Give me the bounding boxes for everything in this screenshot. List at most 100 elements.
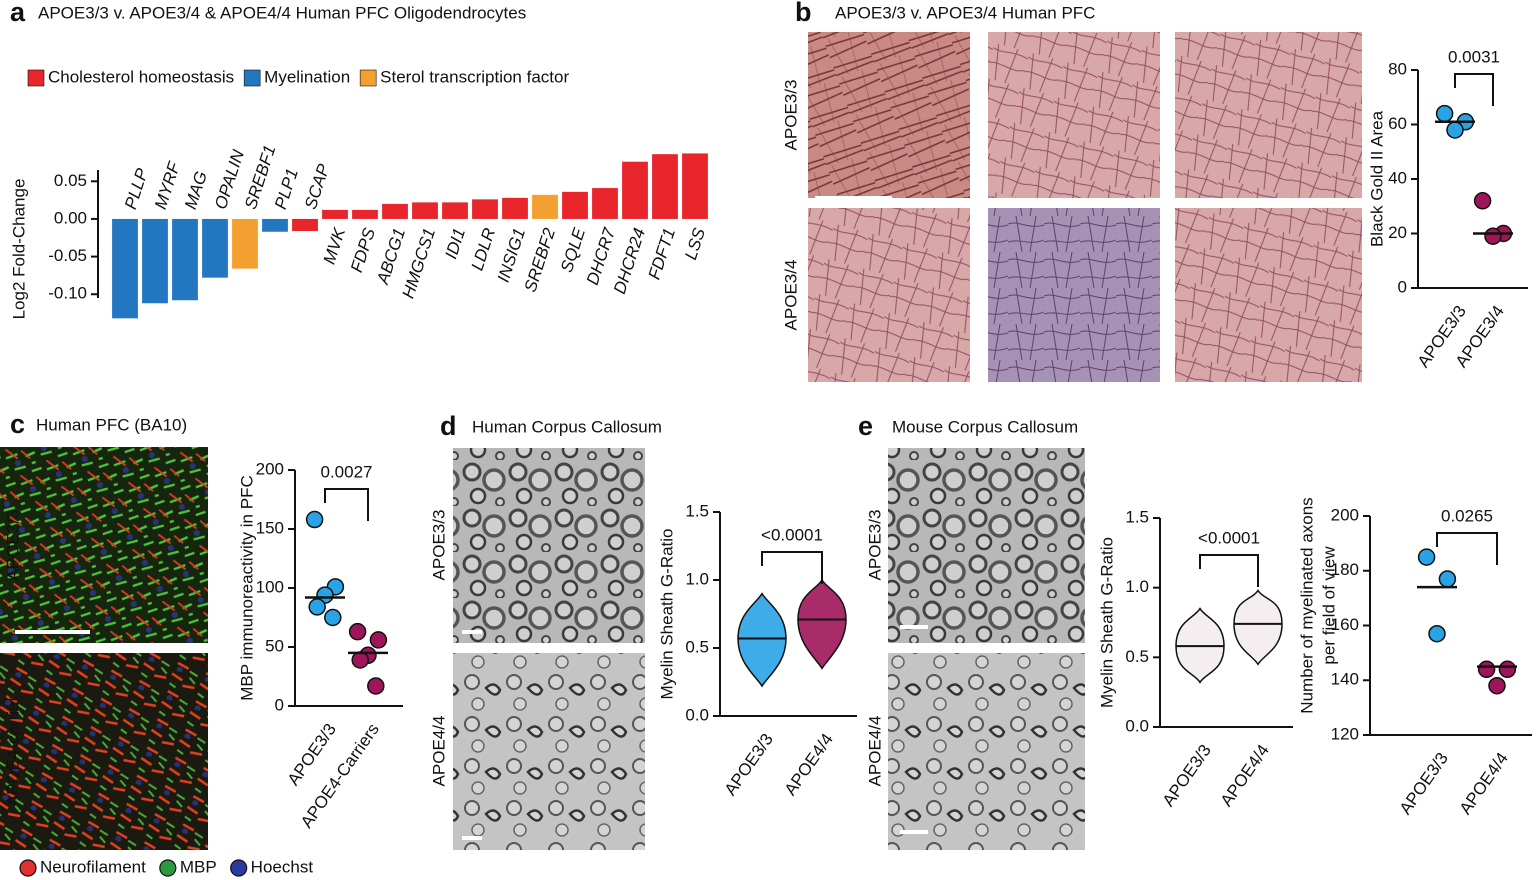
data-point [367, 677, 385, 695]
micrograph [0, 447, 208, 643]
data-point [1438, 570, 1457, 588]
x-tick-label: MVK [320, 225, 350, 267]
data-point [1473, 192, 1492, 210]
image-row-label: APOE3/3 [3, 510, 22, 581]
p-value: 0.0031 [1448, 47, 1500, 66]
significance-bracket [761, 551, 823, 584]
y-axis-label: Number of myelinated axons [1297, 497, 1316, 713]
violin [737, 592, 787, 688]
data-point [1488, 676, 1506, 695]
panel-title: Human Corpus Callosum [472, 417, 662, 436]
bar [472, 199, 498, 219]
y-tick-label: 200 [1331, 505, 1359, 524]
bar [592, 188, 618, 219]
data-point [351, 651, 369, 669]
bar [352, 209, 378, 219]
micrograph [988, 208, 1160, 382]
p-value: 0.0265 [1441, 506, 1493, 525]
micrograph [453, 448, 645, 643]
x-tick-label: IDI1 [441, 226, 469, 262]
x-tick-label: MYRF [151, 158, 184, 211]
bar [682, 153, 708, 219]
y-tick-label: 0.5 [1125, 647, 1149, 666]
micrograph [453, 653, 645, 850]
micrograph [808, 32, 970, 198]
x-tick-label: APOE3/3 [1159, 741, 1215, 810]
y-tick-label: 1.0 [1125, 577, 1149, 596]
bar [262, 218, 288, 232]
y-tick-label: 200 [256, 459, 284, 478]
image-row-label: APOE3/4 [781, 260, 800, 331]
panel-title: APOE3/3 v. APOE3/4 Human PFC [835, 3, 1095, 22]
image-row-label: APOE3/3 [865, 510, 884, 581]
y-tick-label: 0.0 [1125, 716, 1149, 735]
x-tick-label: SCAP [301, 161, 334, 212]
y-tick-label: 60 [1388, 114, 1407, 133]
y-tick-label: 40 [1388, 168, 1407, 187]
legend-swatch [27, 69, 45, 87]
panel-label: d [440, 411, 457, 441]
violin [1233, 588, 1283, 666]
bar [442, 202, 468, 219]
micrograph [888, 653, 1085, 850]
data-point [1446, 121, 1464, 139]
data-point [305, 510, 324, 529]
data-point [324, 608, 342, 627]
legend-label: MBP [180, 857, 217, 876]
y-tick-label: 0 [1398, 277, 1407, 296]
x-tick-label: SQLE [557, 225, 589, 275]
data-point [1498, 660, 1517, 679]
x-tick-label: FDPS [347, 225, 379, 275]
bar [202, 218, 228, 278]
y-tick-label: 140 [1331, 670, 1359, 689]
y-tick-label: 120 [1331, 724, 1359, 743]
micrograph [888, 448, 1085, 643]
y-tick-label: 150 [256, 518, 284, 537]
data-point [369, 631, 388, 649]
y-tick-label: 0 [275, 695, 284, 714]
bar [532, 194, 558, 219]
legend-label: Hoechst [251, 857, 314, 876]
panel-label: e [858, 411, 873, 441]
bar [562, 191, 588, 219]
bar [232, 218, 258, 269]
y-tick-label: 20 [1388, 223, 1407, 242]
y-tick-label: 180 [1331, 560, 1359, 579]
y-tick-label: 1.5 [1125, 507, 1149, 526]
x-tick-label: APOE3/3 [721, 730, 777, 799]
data-point [1435, 104, 1454, 123]
x-tick-label: LDLR [468, 226, 500, 273]
y-axis-label: per field of view [1319, 546, 1338, 665]
x-tick-label: APOE4/4 [1456, 749, 1512, 818]
legend-swatch [159, 859, 177, 877]
y-axis-label: Log2 Fold-Change [9, 179, 28, 320]
micrograph [1175, 208, 1362, 382]
micrograph [808, 208, 970, 382]
micrograph [0, 653, 208, 850]
x-tick-label: APOE4-Carriers [297, 720, 383, 832]
bar [112, 218, 138, 319]
data-point [1428, 624, 1446, 643]
bar [652, 154, 678, 219]
image-row-label: APOE4/4 [429, 716, 448, 787]
bar [172, 218, 198, 301]
legend-label: Myelination [264, 67, 350, 86]
p-value: 0.0027 [321, 462, 373, 481]
data-point [1417, 548, 1436, 566]
y-tick-label: -0.05 [48, 246, 87, 265]
y-tick-label: 160 [1331, 615, 1359, 634]
significance-bracket [324, 488, 369, 521]
legend-label: Sterol transcription factor [380, 67, 569, 86]
x-tick-label: LSS [681, 225, 709, 262]
y-tick-label: 1.0 [685, 569, 709, 588]
bar [502, 197, 528, 219]
y-tick-label: 80 [1388, 59, 1407, 78]
p-value: <0.0001 [761, 525, 823, 544]
significance-bracket [1454, 73, 1494, 106]
violin [797, 578, 847, 670]
data-point [348, 622, 367, 641]
legend-swatch [243, 69, 261, 87]
y-axis-label: Black Gold II Area [1367, 110, 1386, 247]
data-point [1477, 660, 1496, 679]
